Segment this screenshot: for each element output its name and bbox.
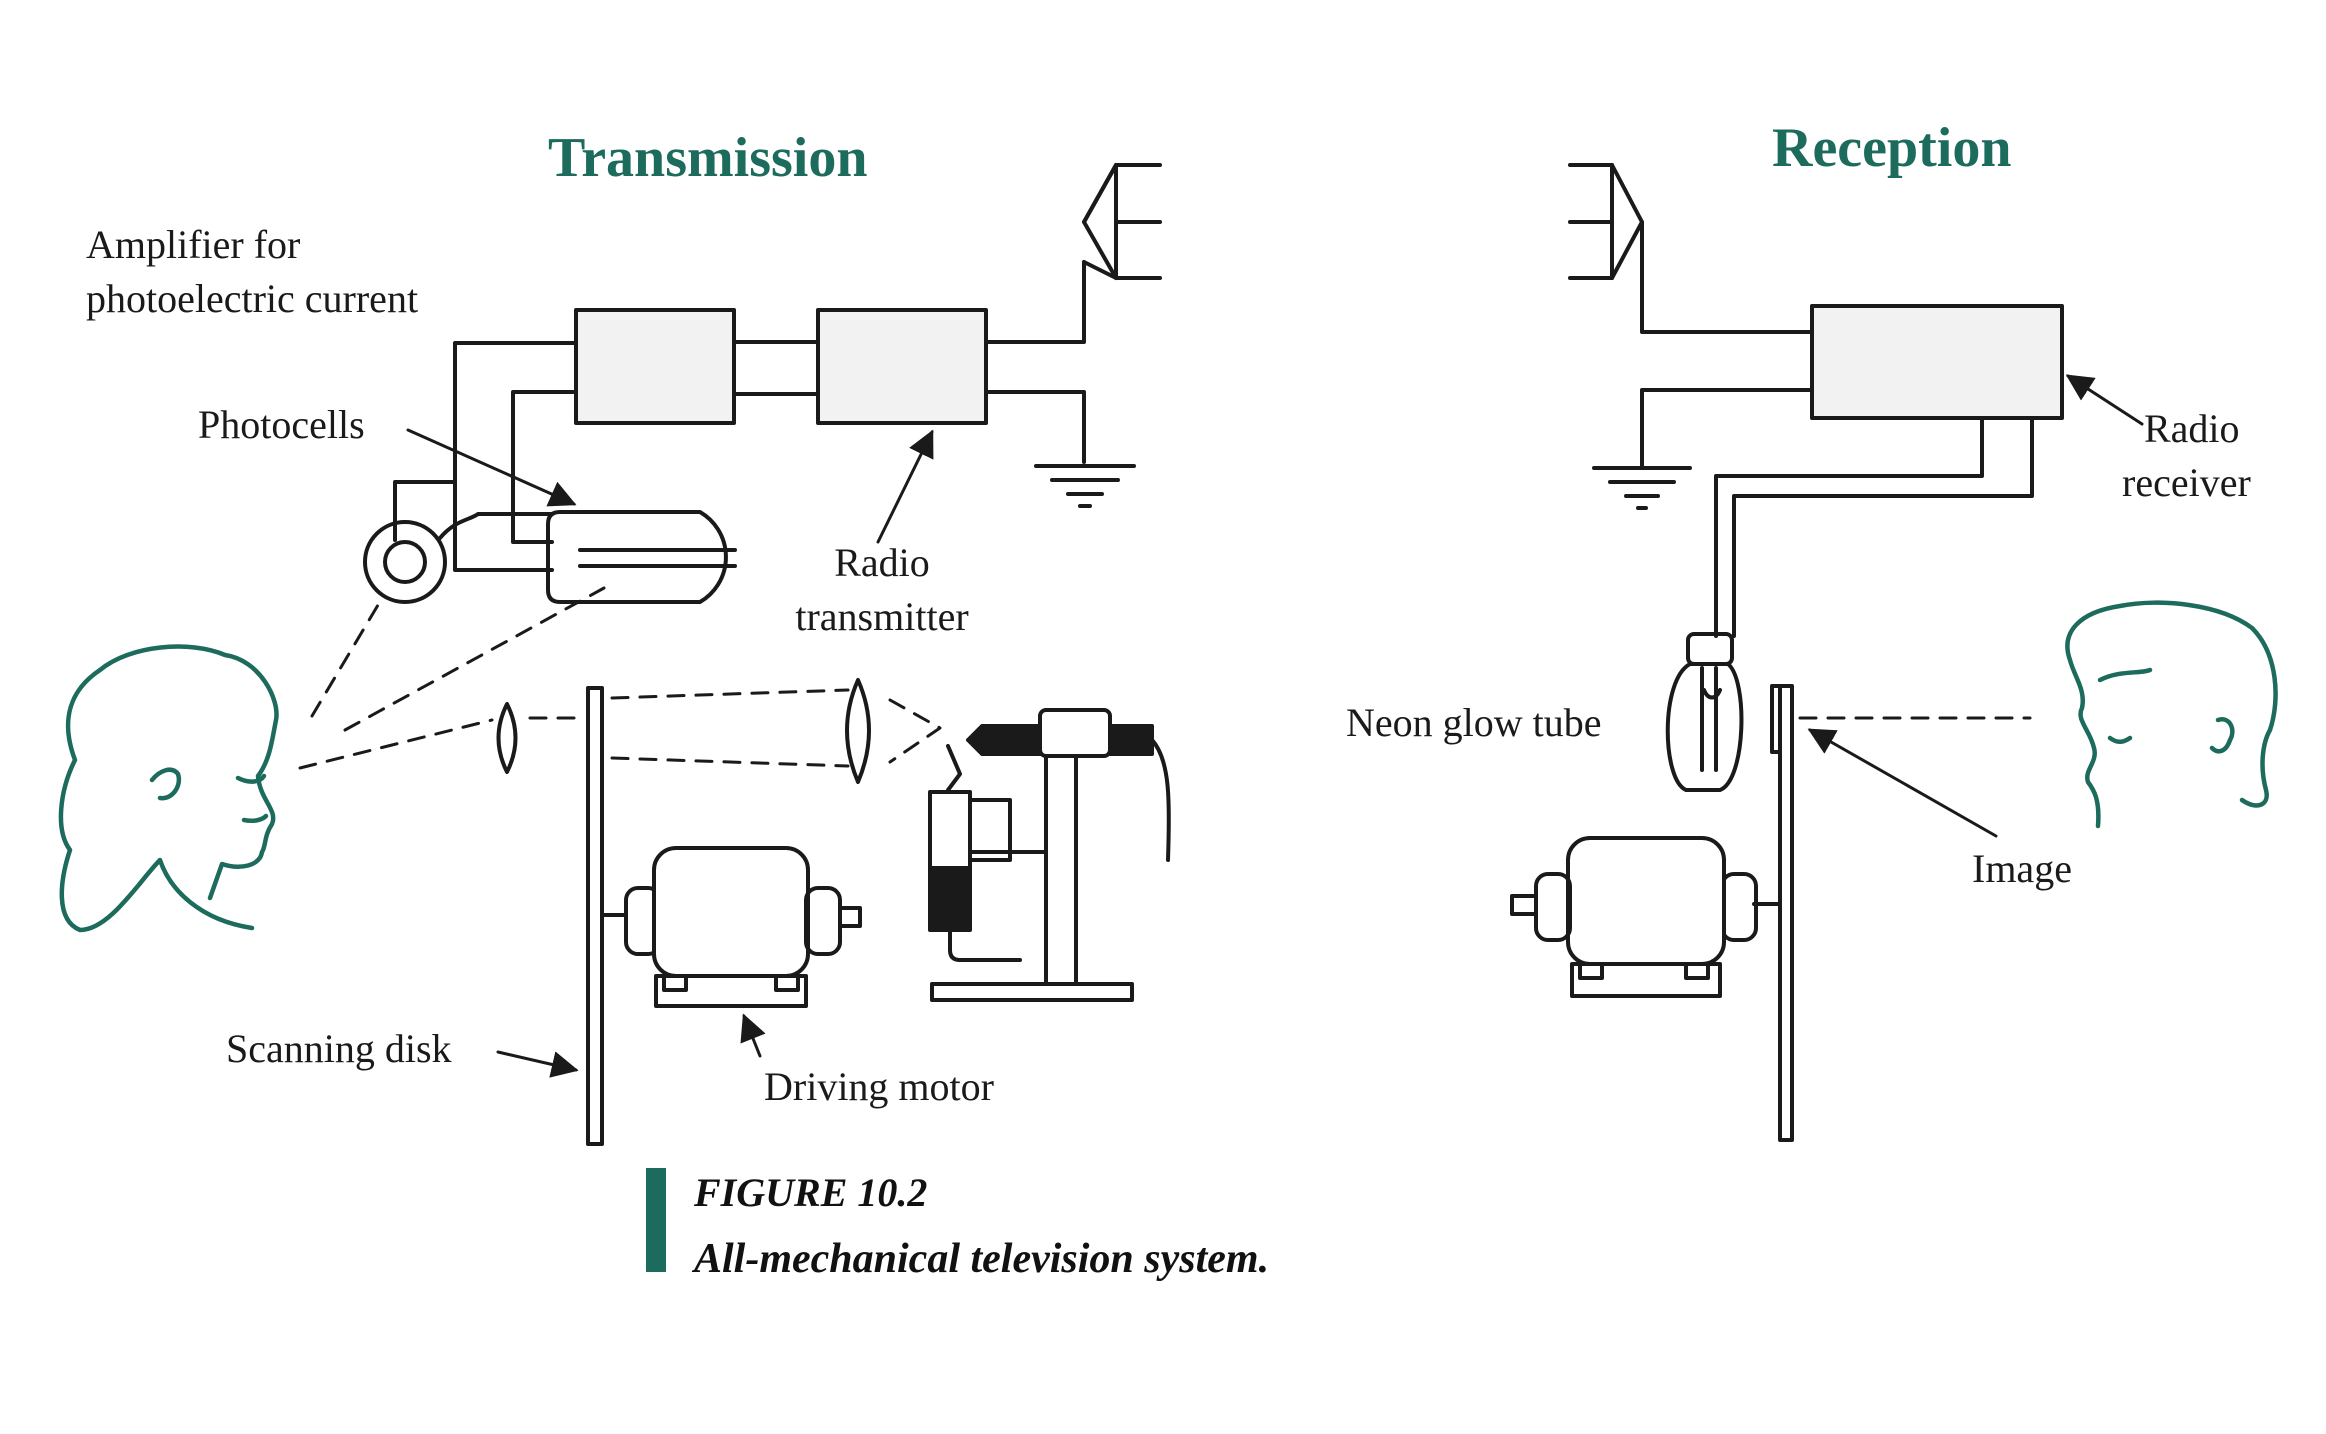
lens-large [845, 678, 871, 784]
neon-glow-tube [1665, 632, 1744, 792]
transmit-ground [1034, 464, 1136, 508]
lens-small [496, 702, 518, 774]
caption-figure-number: FIGURE 10.2 [694, 1170, 928, 1215]
radio-transmitter-box [816, 308, 988, 425]
label-photocells: Photocells [198, 402, 365, 447]
scanning-disk-transmit [586, 686, 604, 1146]
label-radio-receiver-line1: Radio [2144, 406, 2240, 451]
scanning-disk-receive [1778, 684, 1794, 1142]
driving-motor-receive [1510, 836, 1782, 998]
light-source-apparatus [928, 708, 1171, 1002]
title-reception: Reception [1772, 117, 2012, 179]
label-radio-transmitter-line1: Radio [834, 540, 930, 585]
caption-text: All-mechanical television system. [694, 1236, 1270, 1282]
label-driving-motor: Driving motor [764, 1064, 994, 1109]
caption-accent-bar [646, 1168, 666, 1272]
photocell-tube [546, 510, 737, 604]
driving-motor-transmit [600, 846, 862, 1008]
amplifier-box [574, 308, 736, 425]
radio-receiver-box [1810, 304, 2064, 420]
transmit-antenna-wire [984, 260, 1086, 344]
label-neon-glow-tube: Neon glow tube [1346, 700, 1602, 745]
label-radio-transmitter-line2: transmitter [795, 594, 969, 639]
transmit-antenna [1082, 163, 1162, 280]
receive-ground [1592, 466, 1692, 510]
label-amplifier-line1: Amplifier for [86, 222, 301, 267]
receive-antenna-wire [1640, 220, 1814, 334]
transmit-face [58, 644, 279, 933]
receive-face [2065, 600, 2278, 829]
label-amplifier-line2: photoelectric current [86, 276, 419, 321]
photocell-round [363, 512, 554, 604]
label-radio-receiver-line2: receiver [2122, 460, 2251, 505]
title-transmission: Transmission [548, 127, 868, 189]
label-scanning-disk: Scanning disk [226, 1026, 452, 1071]
label-image: Image [1972, 846, 2072, 891]
receive-antenna [1568, 163, 1644, 280]
